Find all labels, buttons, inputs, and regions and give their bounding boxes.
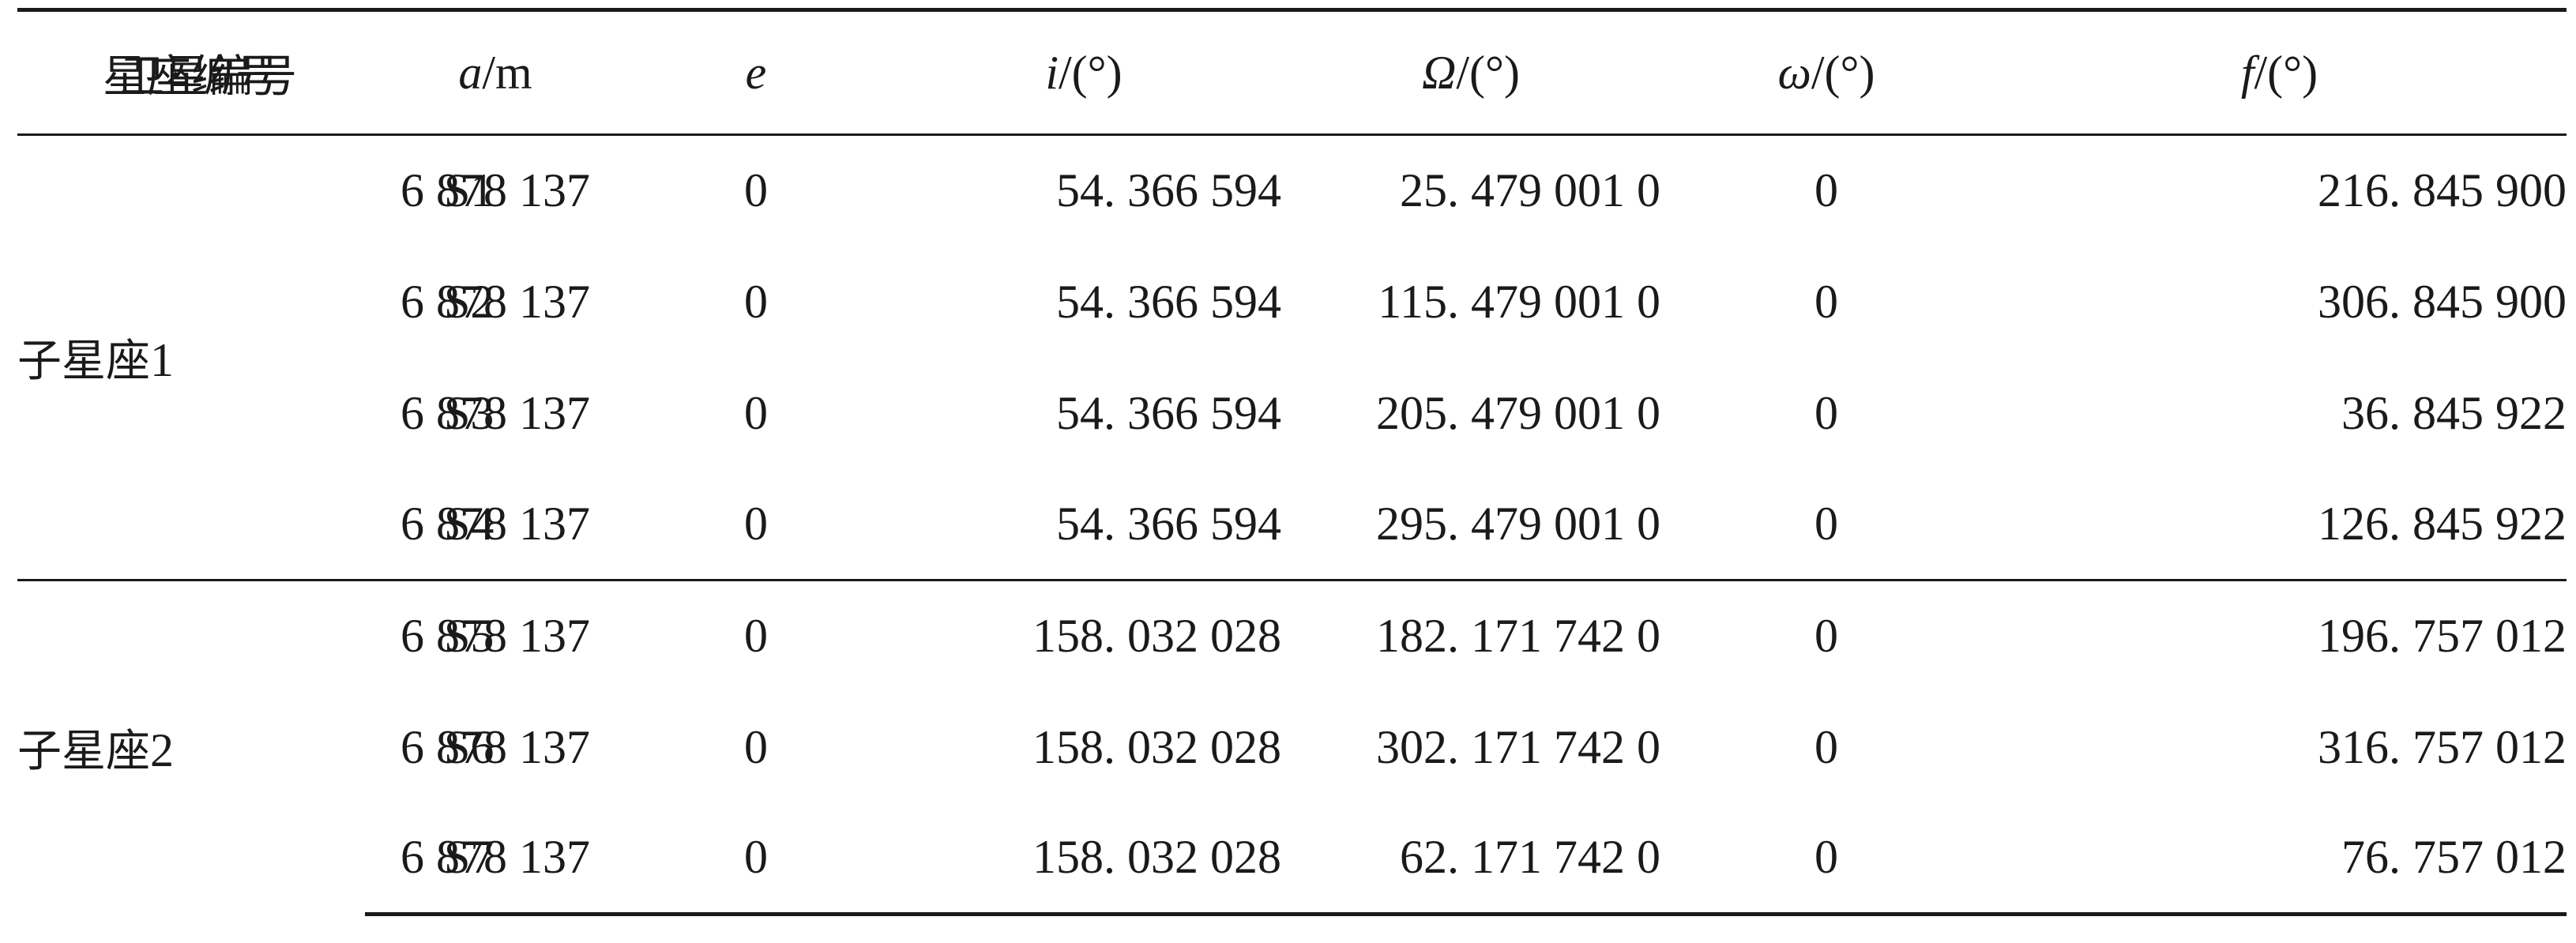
eccentricity-cell: 0 [744, 720, 768, 773]
argument-of-perigee-cell: 0 [1814, 386, 1838, 439]
header-raan-unit: /(°) [1456, 46, 1520, 99]
satellite-id: S5 [444, 610, 495, 663]
table-body: 子星座1 S1 6 878 137 0 54. 366 594 25. 479 … [17, 135, 2567, 916]
eccentricity-cell: 0 [744, 497, 768, 550]
orbital-elements-table: 星座编号 卫星编号 a/m e i/(°) Ω/(°) ω/(°) [17, 8, 2567, 916]
group-label-2: 子星座2 [17, 579, 365, 915]
eccentricity-cell: 0 [744, 164, 768, 217]
raan-cell: 62. 171 742 0 [1281, 802, 1660, 916]
header-semi-major-axis: a/m [365, 8, 626, 136]
header-eccentricity: e [626, 8, 886, 136]
group-label-1-name: 子星座 [17, 336, 150, 387]
inclination-cell: 54. 366 594 [1056, 275, 1281, 328]
raan-cell: 182. 171 742 0 [1281, 579, 1660, 692]
raan-cell: 295. 479 001 0 [1376, 497, 1660, 550]
true-anomaly-cell: 216. 845 900 [2318, 164, 2567, 217]
header-i-unit: /(°) [1059, 46, 1123, 99]
satellite-id: S6 [444, 720, 495, 773]
header-inclination: i/(°) [886, 8, 1281, 136]
inclination-cell: 54. 366 594 [1056, 497, 1281, 550]
true-anomaly-cell: 126. 845 922 [2318, 497, 2567, 550]
eccentricity-cell: 0 [626, 579, 886, 692]
inclination-cell: 158. 032 028 [886, 802, 1281, 916]
header-raan: Ω/(°) [1281, 8, 1660, 136]
argument-of-perigee-cell: 0 [1814, 497, 1838, 550]
header-a-unit: /m [482, 46, 532, 99]
semi-major-axis-cell: 6 878 137 [401, 497, 590, 550]
header-satellite-id-text: 卫星编号 [120, 51, 297, 103]
table-header-row: 星座编号 卫星编号 a/m e i/(°) Ω/(°) ω/(°) [17, 8, 2567, 136]
header-f-symbol: f [2240, 46, 2254, 99]
true-anomaly-cell: 316. 757 012 [2318, 720, 2567, 773]
table-row: 子星座2 S5 6 878 137 0 158. 032 028 182. 17… [17, 579, 2567, 915]
header-a-symbol: a [458, 46, 483, 99]
group-label-2-number: 2 [150, 724, 174, 777]
header-e-symbol: e [745, 46, 767, 99]
header-omega-symbol: ω [1777, 46, 1811, 99]
inclination-cell: 54. 366 594 [1056, 164, 1281, 217]
group-label-1-number: 1 [150, 334, 174, 386]
argument-of-perigee-cell: 0 [1814, 720, 1838, 773]
inclination-cell: 158. 032 028 [886, 579, 1281, 692]
eccentricity-cell: 0 [744, 275, 768, 328]
argument-of-perigee-cell: 0 [1814, 164, 1838, 217]
inclination-cell: 158. 032 028 [1032, 720, 1281, 773]
satellite-id: S7 [444, 831, 495, 884]
satellite-id: S4 [444, 497, 495, 550]
semi-major-axis-cell: 6 878 137 [365, 802, 626, 916]
raan-cell: 302. 171 742 0 [1376, 720, 1660, 773]
true-anomaly-cell: 196. 757 012 [1992, 579, 2567, 692]
raan-cell: 115. 479 001 0 [1378, 275, 1660, 328]
semi-major-axis-cell: 6 878 137 [365, 579, 626, 692]
header-f-unit: /(°) [2254, 46, 2318, 99]
table-row: S7 6 878 137 0 158. 032 028 62. 171 742 … [17, 802, 2567, 916]
header-omega-unit: /(°) [1811, 46, 1875, 99]
header-raan-symbol: Ω [1421, 46, 1457, 99]
true-anomaly-cell: 306. 845 900 [2318, 275, 2567, 328]
raan-cell: 25. 479 001 0 [1400, 164, 1660, 217]
satellite-id: S2 [444, 275, 495, 328]
header-true-anomaly: f/(°) [1992, 8, 2567, 136]
header-i-symbol: i [1045, 46, 1059, 99]
semi-major-axis-cell: 6 878 137 [401, 386, 590, 439]
true-anomaly-cell: 76. 757 012 [1992, 802, 2567, 916]
true-anomaly-cell: 36. 845 922 [2341, 386, 2567, 439]
semi-major-axis-cell: 6 878 137 [401, 164, 590, 217]
eccentricity-cell: 0 [626, 802, 886, 916]
argument-of-perigee-cell: 0 [1814, 275, 1838, 328]
header-argument-of-perigee: ω/(°) [1660, 8, 1992, 136]
raan-cell: 205. 479 001 0 [1376, 386, 1660, 439]
table-row: 子星座1 S1 6 878 137 0 54. 366 594 25. 479 … [17, 135, 2567, 387]
group-label-2-name: 子星座 [17, 726, 150, 778]
group-label-1: 子星座1 [17, 135, 365, 580]
table-row: S6 6 878 137 0 158. 032 028 302. 171 742… [17, 692, 2567, 803]
satellite-id: S1 [444, 164, 495, 217]
header-constellation-id: 星座编号 [17, 8, 365, 136]
inclination-cell: 54. 366 594 [1056, 386, 1281, 439]
argument-of-perigee-cell: 0 [1660, 579, 1992, 692]
table-row: S3 6 878 137 0 54. 366 594 205. 479 001 … [17, 358, 2567, 469]
satellite-id: S3 [444, 386, 495, 439]
eccentricity-cell: 0 [744, 386, 768, 439]
table-row: S2 6 878 137 0 54. 366 594 115. 479 001 … [17, 246, 2567, 358]
semi-major-axis-cell: 6 878 137 [401, 720, 590, 773]
table-row: S4 6 878 137 0 54. 366 594 295. 479 001 … [17, 469, 2567, 580]
semi-major-axis-cell: 6 878 137 [401, 275, 590, 328]
argument-of-perigee-cell: 0 [1660, 802, 1992, 916]
